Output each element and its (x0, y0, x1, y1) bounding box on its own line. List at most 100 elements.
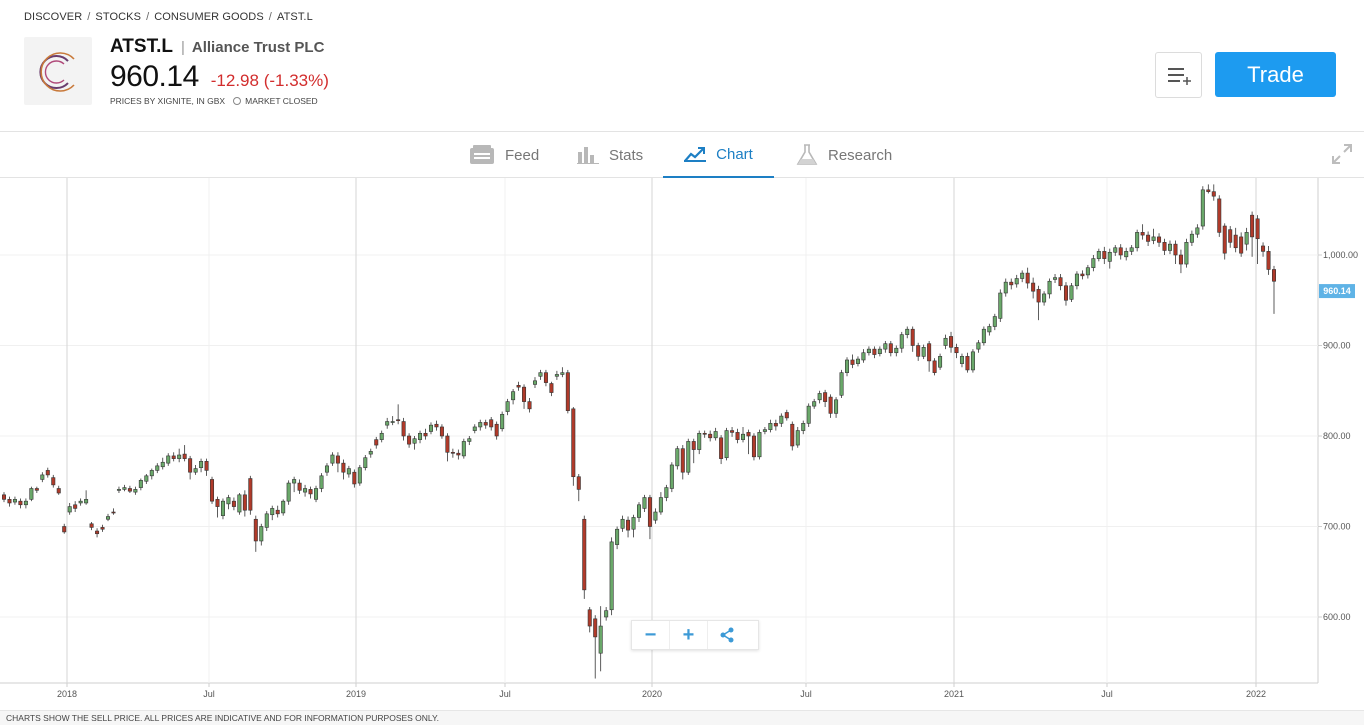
candle (29, 486, 34, 502)
tab-stats-label: Stats (609, 146, 644, 164)
tab-stats[interactable]: Stats (577, 132, 657, 178)
candle-body (1233, 234, 1238, 249)
tab-feed[interactable]: Feed (469, 132, 549, 178)
candle (1206, 184, 1211, 194)
candle-body (582, 518, 587, 591)
candle-body (927, 343, 932, 362)
candle-body (817, 393, 822, 401)
tab-research[interactable]: Research (796, 132, 906, 178)
candle (1140, 224, 1145, 240)
candle-body (1244, 232, 1249, 245)
candle-body (587, 609, 592, 627)
candlestick-chart[interactable]: 1,000.00 900.00 800.00 700.00 600.00 960.14 2… (0, 178, 1364, 710)
candle (1113, 245, 1118, 256)
candle-body (308, 489, 313, 495)
candle (18, 498, 23, 509)
candle-body (505, 401, 510, 412)
candle-body (418, 432, 423, 440)
candle (1047, 278, 1052, 299)
candle-body (62, 526, 67, 533)
candle-body (1250, 214, 1255, 238)
candle (1020, 270, 1025, 283)
candle-body (1261, 245, 1266, 252)
candle-body (965, 356, 970, 371)
candle-body (675, 448, 680, 467)
candle (259, 523, 264, 546)
candle-body (560, 372, 565, 375)
candle (67, 502, 72, 515)
candle (56, 485, 61, 495)
candle-body (357, 467, 362, 484)
tab-chart[interactable]: Chart (663, 132, 774, 178)
candle (910, 326, 915, 352)
share-button[interactable] (708, 621, 746, 649)
candle (40, 472, 45, 483)
candle (647, 494, 652, 540)
list-plus-icon (1168, 68, 1191, 85)
candle-body (237, 494, 242, 513)
candle-body (757, 432, 762, 458)
candle (1167, 240, 1172, 255)
candle (478, 419, 483, 431)
candle (604, 607, 609, 621)
candle-body (938, 356, 943, 368)
candle (812, 398, 817, 409)
candle-body (346, 468, 351, 475)
breadcrumb-stocks[interactable]: STOCKS (95, 11, 142, 23)
candle-body (850, 359, 855, 365)
candle (565, 369, 570, 414)
add-to-watchlist-button[interactable] (1155, 52, 1202, 98)
candle-body (768, 423, 773, 430)
candle-body (1135, 232, 1140, 249)
candle (412, 436, 417, 450)
candle-body (658, 497, 663, 513)
candle-body (1228, 229, 1233, 243)
x-tick-label: 2018 (57, 689, 77, 699)
candle (418, 430, 423, 444)
candle (631, 514, 636, 538)
candle (1091, 255, 1096, 272)
zoom-out-button[interactable]: − (632, 621, 670, 649)
trade-button[interactable]: Trade (1215, 52, 1336, 97)
candle-body (303, 488, 308, 493)
breadcrumb-consumer-goods[interactable]: CONSUMER GOODS (154, 11, 264, 23)
candle (735, 428, 740, 444)
candle (270, 505, 275, 521)
instrument-symbol: ATST.L (110, 36, 173, 57)
x-tick-label: 2020 (642, 689, 662, 699)
candle (877, 346, 882, 357)
candle-body (155, 465, 160, 471)
price-chart[interactable]: 1,000.00 900.00 800.00 700.00 600.00 960.14 2… (0, 178, 1364, 710)
candle (467, 436, 472, 446)
x-tick-label: Jul (1101, 689, 1113, 699)
candle-body (428, 424, 433, 432)
candle-body (894, 347, 899, 354)
candle-body (1025, 272, 1030, 284)
candle-body (1266, 251, 1271, 270)
candle-body (319, 475, 324, 489)
candle (532, 377, 537, 389)
candle-body (368, 451, 373, 455)
candle-body (84, 499, 89, 504)
candle (7, 496, 12, 507)
candle-body (812, 401, 817, 407)
zoom-in-button[interactable]: + (670, 621, 708, 649)
candle (1228, 226, 1233, 248)
candle-body (297, 482, 302, 491)
breadcrumb-discover[interactable]: DISCOVER (24, 11, 83, 23)
candle (823, 389, 828, 408)
candle (155, 463, 160, 474)
candle (303, 484, 308, 497)
candle (543, 369, 548, 387)
feed-icon (470, 145, 494, 164)
candle-body (73, 504, 78, 509)
fullscreen-button[interactable] (1331, 143, 1353, 165)
candle-body (888, 343, 893, 354)
candle-body (171, 455, 176, 459)
candle-body (374, 439, 379, 446)
candle-body (647, 497, 652, 527)
candle-body (626, 519, 631, 531)
candle (1272, 265, 1276, 314)
candle-body (467, 438, 472, 442)
candle (1036, 285, 1041, 321)
